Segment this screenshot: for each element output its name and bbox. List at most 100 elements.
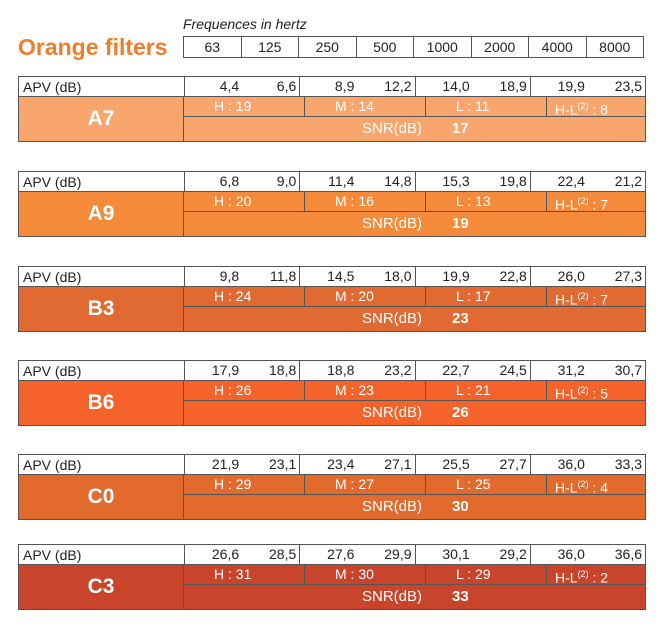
l-number: 13 <box>474 193 491 209</box>
apv-value: 21,2 <box>614 173 642 189</box>
snr-label: SNR(dB) <box>362 120 423 137</box>
l-value: L : 21 <box>425 381 546 400</box>
apv-pair: 8,9 12,2 <box>299 77 414 96</box>
filter-block-3: APV (dB) 17,9 18,8 18,8 23,2 22,7 24,5 31,2 30,7… <box>18 360 646 426</box>
hl-number: 7 <box>600 291 609 308</box>
hl-number: 2 <box>600 569 609 586</box>
hl-value: H-L(2) : 7 <box>546 287 645 308</box>
frequency-cell: 250 <box>298 37 356 57</box>
apv-value: 27,7 <box>499 456 527 472</box>
apv-label: APV (dB) <box>23 363 82 379</box>
filter-code: C0 <box>19 475 184 519</box>
apv-label: APV (dB) <box>23 457 82 473</box>
snr-row: SNR(dB) 19 <box>184 212 645 236</box>
apv-value: 29,9 <box>384 546 412 562</box>
apv-label: APV (dB) <box>23 269 82 285</box>
apv-row: APV (dB) 6,8 9,0 11,4 14,8 15,3 19,8 22,4 21,2 <box>18 171 646 191</box>
apv-row: APV (dB) 17,9 18,8 18,8 23,2 22,7 24,5 31,2 30,7 <box>18 360 646 380</box>
apv-pair: 25,5 27,7 <box>414 455 530 474</box>
apv-value: 23,1 <box>269 456 297 472</box>
apv-value: 12,2 <box>384 78 412 94</box>
hl-value: H-L(2) : 8 <box>546 97 645 118</box>
filter-block-1: APV (dB) 6,8 9,0 11,4 14,8 15,3 19,8 22,4 21,2 A9… <box>18 171 646 237</box>
apv-values: 9,8 11,8 14,5 18,0 19,9 22,8 26,0 27,3 <box>184 267 645 286</box>
apv-value: 18,8 <box>327 362 355 378</box>
apv-value: 23,2 <box>384 362 412 378</box>
apv-value: 6,8 <box>219 173 240 189</box>
m-number: 23 <box>358 382 374 398</box>
apv-value: 6,6 <box>276 78 297 94</box>
apv-value: 19,9 <box>557 78 585 94</box>
frequency-caption: Frequences in hertz <box>183 16 307 32</box>
m-value: M : 23 <box>304 381 425 400</box>
apv-value: 30,1 <box>442 546 470 562</box>
snr-label: SNR(dB) <box>362 404 423 421</box>
apv-pair: 36,0 36,6 <box>529 545 645 564</box>
filter-color-area: C3 H : 31 M : 30 L : 29 H-L(2) : 2 SNR(dB) 33 <box>18 564 646 610</box>
apv-value: 33,3 <box>614 456 642 472</box>
apv-label: APV (dB) <box>23 547 82 563</box>
apv-value: 28,5 <box>269 546 297 562</box>
l-number: 21 <box>474 382 491 398</box>
m-number: 16 <box>358 193 374 209</box>
snr-value: 26 <box>452 404 469 421</box>
apv-pair: 18,8 23,2 <box>299 361 414 380</box>
apv-pair: 17,9 18,8 <box>184 361 299 380</box>
apv-value: 9,0 <box>276 173 297 189</box>
m-value: M : 14 <box>304 97 425 116</box>
apv-pair: 26,0 27,3 <box>529 267 645 286</box>
hl-value: H-L(2) : 4 <box>546 475 645 496</box>
apv-values: 4,4 6,6 8,9 12,2 14,0 18,9 19,9 23,5 <box>184 77 645 96</box>
apv-pair: 27,6 29,9 <box>299 545 414 564</box>
apv-value: 14,8 <box>384 173 412 189</box>
apv-value: 11,4 <box>328 173 355 189</box>
apv-values: 26,6 28,5 27,6 29,9 30,1 29,2 36,0 36,6 <box>184 545 645 564</box>
apv-value: 23,5 <box>614 78 642 94</box>
hml-row: H : 26 M : 23 L : 21 H-L(2) : 5 <box>184 381 645 402</box>
h-value: H : 31 <box>214 566 252 582</box>
apv-value: 36,6 <box>614 546 642 562</box>
snr-row: SNR(dB) 33 <box>184 585 645 609</box>
l-value: L : 11 <box>425 97 546 116</box>
h-value: H : 19 <box>214 98 252 114</box>
apv-pair: 21,9 23,1 <box>184 455 299 474</box>
frequency-cell: 1000 <box>413 37 471 57</box>
apv-pair: 19,9 23,5 <box>529 77 645 96</box>
filter-block-5: APV (dB) 26,6 28,5 27,6 29,9 30,1 29,2 36,0 36,6… <box>18 544 646 610</box>
apv-pair: 6,8 9,0 <box>184 172 299 191</box>
filter-color-area: A7 H : 19 M : 14 L : 11 H-L(2) : 8 SNR(dB) 17 <box>18 96 646 142</box>
apv-value: 15,3 <box>442 173 470 189</box>
hml-row: H : 19 M : 14 L : 11 H-L(2) : 8 <box>184 97 645 118</box>
m-number: 27 <box>358 476 374 492</box>
apv-value: 18,8 <box>269 362 297 378</box>
apv-values: 17,9 18,8 18,8 23,2 22,7 24,5 31,2 30,7 <box>184 361 645 380</box>
snr-label: SNR(dB) <box>362 215 423 232</box>
l-value: L : 25 <box>425 475 546 494</box>
h-number: 26 <box>235 382 252 398</box>
l-number: 11 <box>474 98 490 114</box>
frequency-header-row: 63 125 250 500 1000 2000 4000 8000 <box>183 36 644 58</box>
hl-value: H-L(2) : 2 <box>546 565 645 586</box>
apv-value: 27,1 <box>384 456 412 472</box>
apv-pair: 26,6 28,5 <box>184 545 299 564</box>
filter-code: B3 <box>19 287 184 331</box>
h-number: 19 <box>235 98 252 114</box>
apv-value: 22,7 <box>442 362 470 378</box>
hl-value: H-L(2) : 7 <box>546 192 645 213</box>
filter-code: A9 <box>19 192 184 236</box>
apv-pair: 9,8 11,8 <box>184 267 299 286</box>
l-value: L : 17 <box>425 287 546 306</box>
apv-pair: 15,3 19,8 <box>414 172 530 191</box>
snr-value: 23 <box>452 310 469 327</box>
apv-value: 21,9 <box>211 456 240 472</box>
m-value: M : 30 <box>304 565 425 584</box>
filter-block-0: APV (dB) 4,4 6,6 8,9 12,2 14,0 18,9 19,9 23,5 A7 H… <box>18 76 646 142</box>
apv-row: APV (dB) 4,4 6,6 8,9 12,2 14,0 18,9 19,9 23,5 <box>18 76 646 96</box>
apv-pair: 23,4 27,1 <box>299 455 414 474</box>
snr-value: 17 <box>452 120 469 137</box>
m-number: 30 <box>358 566 374 582</box>
apv-pair: 22,4 21,2 <box>529 172 645 191</box>
filter-code: C3 <box>19 565 184 609</box>
filter-color-area: A9 H : 20 M : 16 L : 13 H-L(2) : 7 SNR(dB) 19 <box>18 191 646 237</box>
apv-values: 6,8 9,0 11,4 14,8 15,3 19,8 22,4 21,2 <box>184 172 645 191</box>
